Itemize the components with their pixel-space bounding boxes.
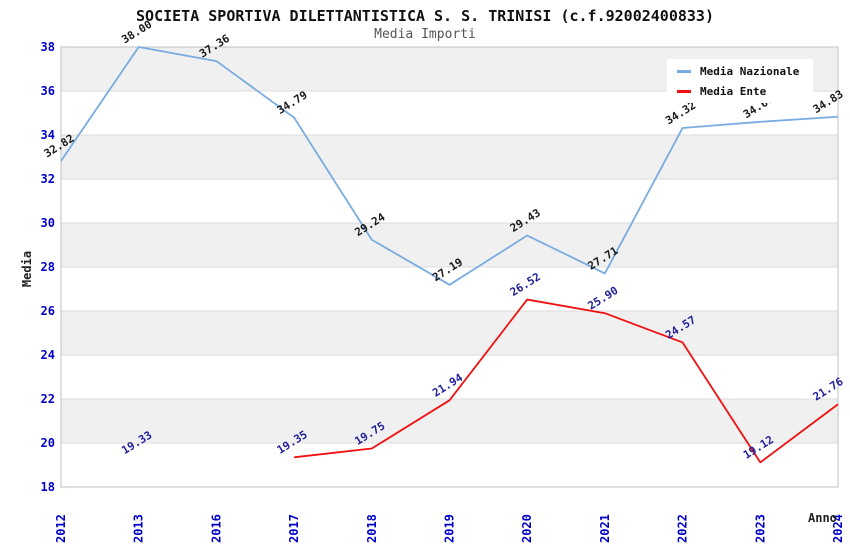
x-tick-label: 2013 xyxy=(132,514,146,543)
legend-label-media-ente: Media Ente xyxy=(700,84,767,98)
x-tick-label: 2020 xyxy=(520,514,534,543)
plot-band xyxy=(61,399,838,443)
series-line-media-ente xyxy=(293,298,839,464)
data-label: 25.90 xyxy=(586,284,621,313)
y-tick-label: 18 xyxy=(41,480,55,494)
media-nazionale-line-swatch-icon xyxy=(677,69,691,73)
legend-item-media-ente: Media Ente xyxy=(677,85,813,98)
y-tick-label: 34 xyxy=(41,128,55,142)
plot-band xyxy=(61,311,838,355)
x-tick-label: 2022 xyxy=(676,514,690,543)
y-tick-label: 24 xyxy=(41,348,55,362)
x-tick-label: 2016 xyxy=(209,514,223,543)
x-tick-label: 2019 xyxy=(443,514,457,543)
x-axis-title: Anno xyxy=(808,511,837,525)
media-ente-line-swatch-icon xyxy=(677,89,691,93)
chart-subtitle: Media Importi xyxy=(374,27,476,42)
y-tick-label: 32 xyxy=(41,172,55,186)
x-tick-label: 2017 xyxy=(287,514,301,543)
y-tick-label: 22 xyxy=(41,392,55,406)
x-tick-label: 2018 xyxy=(365,514,379,543)
plot-band xyxy=(61,135,838,179)
x-tick-label: 2024 xyxy=(831,514,845,543)
data-label: 34.79 xyxy=(275,88,310,117)
y-tick-label: 38 xyxy=(41,40,55,54)
legend-label-media-nazionale: Media Nazionale xyxy=(700,64,800,78)
y-tick-label: 26 xyxy=(41,304,55,318)
y-tick-label: 20 xyxy=(41,436,55,450)
x-tick-label: 2023 xyxy=(753,514,767,543)
plot-band xyxy=(61,223,838,267)
y-axis-title: Media xyxy=(20,250,34,288)
data-label: 34.83 xyxy=(811,87,846,116)
legend-item-media-nazionale: Media Nazionale xyxy=(677,65,813,78)
data-label: 26.52 xyxy=(508,270,543,299)
legend: Media Nazionale Media Ente xyxy=(667,59,813,103)
y-tick-label: 36 xyxy=(41,84,55,98)
chart-title: SOCIETA SPORTIVA DILETTANTISTICA S. S. T… xyxy=(136,7,714,25)
plot-border xyxy=(60,46,839,488)
x-tick-label: 2012 xyxy=(54,514,68,543)
x-tick-label: 2021 xyxy=(598,514,612,543)
y-tick-label: 28 xyxy=(41,260,55,274)
series-line-media-nazionale xyxy=(60,46,839,286)
y-tick-label: 30 xyxy=(41,216,55,230)
data-label: 38.00 xyxy=(119,18,154,47)
